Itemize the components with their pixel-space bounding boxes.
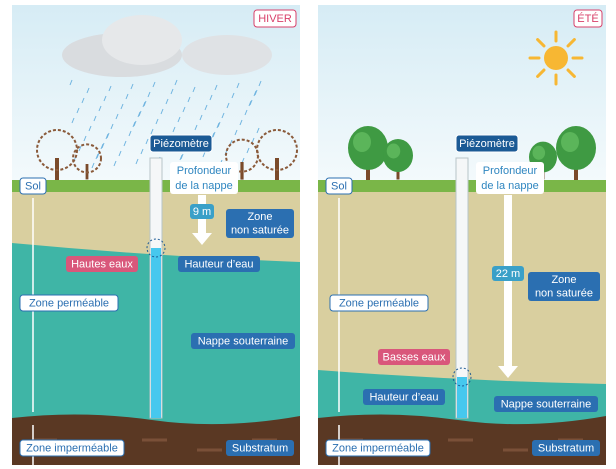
piezometer: Piézomètre [459,138,515,150]
unsaturated-zone: non saturée [535,288,593,300]
depth-label: de la nappe [481,180,539,192]
tube-water [457,377,467,418]
season: HIVER [258,13,292,25]
permeable-zone: Zone perméable [339,297,419,309]
unsaturated-zone: Zone [551,274,576,286]
tube-water [151,248,161,418]
depth: 9 m [193,206,211,218]
water-height: Hauteur d’eau [369,391,438,403]
impermeable-zone: Zone imperméable [26,442,118,454]
season: ÉTÉ [577,12,598,25]
tree-crown [353,132,371,152]
water-level: Basses eaux [383,351,446,363]
diagram: 9 m HIVER Piézomètre Profondeur de la nappe Z… [0,0,616,469]
piezometer: Piézomètre [153,138,209,150]
impermeable-zone: Zone imperméable [332,442,424,454]
cloud [182,35,272,75]
cloud [102,15,182,65]
depth-label: Profondeur [177,165,232,177]
depth-arrow-shaft [504,195,512,368]
substratum-label: Substratum [538,442,594,454]
soil-label: Sol [331,180,347,192]
unsaturated-zone: Zone [247,211,272,223]
tree-crown [387,144,401,159]
sun [544,46,568,70]
water-height: Hauteur d’eau [184,258,253,270]
depth-label: Profondeur [483,165,538,177]
tree-crown [533,146,546,160]
soil-label: Sol [25,180,41,192]
depth-label: de la nappe [175,180,233,192]
aquifer-label: Nappe souterraine [198,335,289,347]
aquifer-label: Nappe souterraine [501,398,592,410]
tree-crown [561,132,579,152]
unsaturated-zone: non saturée [231,225,289,237]
depth: 22 m [496,268,520,280]
water-level: Hautes eaux [71,258,133,270]
permeable-zone: Zone perméable [29,297,109,309]
substratum-label: Substratum [232,442,288,454]
